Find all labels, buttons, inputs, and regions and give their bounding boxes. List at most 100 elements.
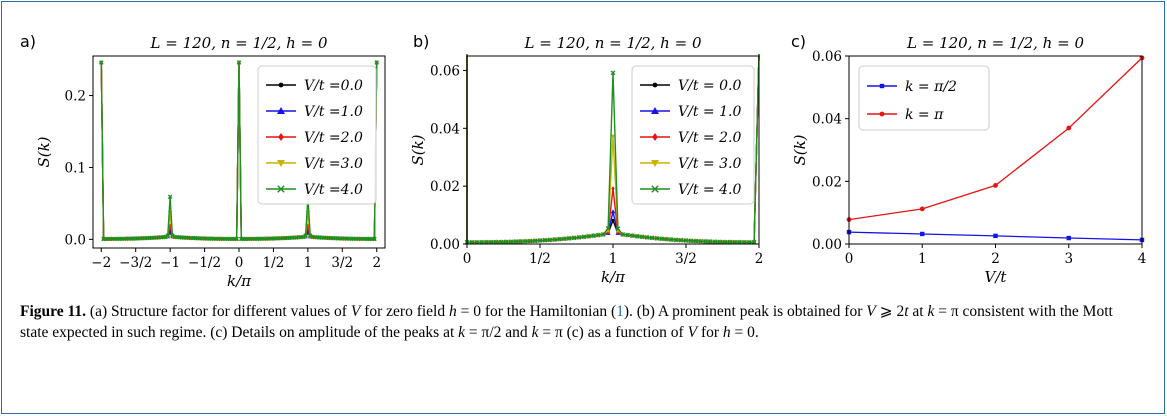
- panel-b-y-tick-label: 0.00: [430, 237, 460, 253]
- panel-a-legend-marker: [277, 107, 285, 114]
- panel-b-y-tick-label: 0.06: [430, 63, 460, 79]
- panel-b-legend-marker: [651, 107, 659, 114]
- panel-b-data-point: [717, 239, 723, 245]
- figure-caption: Figure 11. (a) Structure factor for diff…: [20, 301, 1145, 343]
- panel-b-data-point: [523, 238, 528, 244]
- panel-c-legend-label: k = π/2: [905, 79, 957, 95]
- panel-a-data-point: [372, 236, 377, 242]
- panel-a-legend-label: V/t =0.0: [304, 78, 363, 94]
- panel-b-legend-label: V/t = 4.0: [678, 182, 741, 198]
- panel-b-data-point: [644, 234, 650, 240]
- panel-a-data-point: [167, 194, 173, 200]
- panel-a-x-tick-label: 1: [304, 255, 313, 271]
- panel-b-data-point: [518, 239, 523, 244]
- panel-a-data-point: [99, 60, 104, 65]
- panel-b-panel-letter: b): [413, 32, 429, 51]
- panel-b-data-point: [586, 233, 592, 239]
- panel-b-y-tick-label: 0.02: [430, 179, 460, 195]
- panel-b-x-tick-label: 3/2: [675, 251, 697, 267]
- panel-a-y-tick-label: 0.1: [65, 160, 86, 176]
- panel-a-data-point: [234, 236, 239, 242]
- panel-a-legend-marker: [278, 82, 284, 88]
- panel-b-data-point: [639, 234, 645, 240]
- panel-a-legend-label: V/t =4.0: [304, 182, 363, 198]
- panel-b-data-point: [732, 239, 738, 245]
- caption-symbol: h: [448, 303, 457, 320]
- caption-symbol: V: [866, 303, 876, 320]
- panel-c-x-tick-label: 0: [845, 251, 854, 267]
- figure-plots: a) L = 120, n = 1/2, h = 0 k/π S(k) −2 −3/2 −1…: [20, 32, 1146, 290]
- panel-a-x-tick-label: 3/2: [331, 255, 353, 271]
- panel-a-data-point: [374, 60, 379, 65]
- panel-b-data-point: [659, 236, 665, 242]
- caption-text: at: [908, 303, 928, 320]
- caption-text: (a) Structure factor for different value…: [86, 303, 351, 320]
- caption-text: = 0.: [730, 324, 759, 341]
- panel-b-data-point: [610, 134, 616, 139]
- panel-c-legend-marker: [879, 111, 885, 117]
- panel-b-data-point: [615, 226, 621, 232]
- panel-a-data-point: [236, 60, 242, 65]
- panel-b-data-point: [664, 236, 669, 242]
- panel-b-data-point: [484, 239, 489, 245]
- panel-b-title: L = 120, n = 1/2, h = 0: [524, 34, 702, 52]
- panel-b-y-axis-label: S(k): [409, 134, 427, 165]
- panel-b-data-point: [527, 238, 533, 244]
- panel-c-x-tick-label: 2: [991, 251, 1000, 267]
- caption-text: = π consistent with the Mott state expec…: [20, 303, 1113, 341]
- panel-c-data-point: [993, 233, 998, 239]
- panel-a-series-4: [99, 60, 379, 242]
- panel-b-x-tick-label: 1: [609, 251, 618, 267]
- panel-c-x-tick-label: 3: [1064, 251, 1073, 267]
- equation-reference-link[interactable]: 1: [616, 303, 624, 320]
- panel-b-data-point: [561, 236, 567, 242]
- panel-b-data-point: [611, 218, 615, 222]
- panel-b-data-point: [557, 236, 562, 242]
- panel-b-data-point: [634, 233, 640, 239]
- panel-b-legend-label: V/t = 3.0: [678, 156, 741, 172]
- panel-a-y-tick-label: 0.2: [65, 89, 86, 105]
- caption-text: ). (b) A prominent peak is obtained for: [623, 303, 867, 320]
- panel-b-data-point: [654, 235, 660, 241]
- panel-a-data-point: [165, 233, 171, 238]
- panel-a-y-axis-label: S(k): [35, 136, 53, 167]
- caption-text: ⩾ 2: [875, 303, 905, 320]
- panel-c-data-point: [993, 183, 998, 188]
- panel-a-legend-marker: [278, 133, 284, 141]
- panel-a-x-tick-label: −1: [160, 255, 180, 271]
- panel-a-legend-marker: [277, 160, 285, 167]
- panel-b-legend-box: [631, 65, 755, 205]
- panel-b-legend-marker: [651, 160, 659, 167]
- caption-symbol: k: [531, 324, 539, 341]
- caption-text: for zero field: [360, 303, 449, 320]
- panel-b-data-point: [532, 238, 538, 244]
- panel-a-legend-box: [257, 65, 377, 205]
- panel-b-data-point: [591, 233, 596, 239]
- panel-b-x-tick-label: 0: [463, 251, 472, 267]
- panel-b-data-point: [571, 235, 577, 241]
- panel-b-data-point: [610, 209, 616, 214]
- caption-symbol: t: [904, 303, 909, 320]
- panel-b-data-point: [552, 237, 558, 242]
- panel-b-data-point: [693, 238, 699, 244]
- panel-c-data-point: [920, 231, 925, 237]
- panel-b-legend-marker: [651, 185, 659, 193]
- panel-b-data-point: [508, 239, 514, 245]
- panel-c-y-tick-label: 0.04: [812, 112, 842, 128]
- panel-b-data-point: [513, 239, 519, 245]
- panel-b-legend-label: V/t = 2.0: [678, 130, 741, 146]
- panel-b-data-point: [596, 232, 601, 238]
- caption-symbol: k: [927, 303, 935, 320]
- panel-c-data-point: [1066, 125, 1072, 131]
- panel-b-x-axis-label: k/π: [601, 268, 626, 286]
- panel-a-legend-label: V/t =1.0: [304, 104, 363, 120]
- panel-a-x-tick-label: −3/2: [119, 255, 152, 271]
- caption-symbol: V: [350, 303, 361, 320]
- panel-b-legend-label: V/t = 0.0: [678, 78, 741, 94]
- panel-b-data-point: [542, 237, 548, 243]
- caption-symbol: h: [722, 324, 731, 341]
- panel-c-title: L = 120, n = 1/2, h = 0: [906, 34, 1084, 52]
- panel-b-series-4: [464, 53, 760, 245]
- panel-c-legend-marker: [879, 83, 885, 89]
